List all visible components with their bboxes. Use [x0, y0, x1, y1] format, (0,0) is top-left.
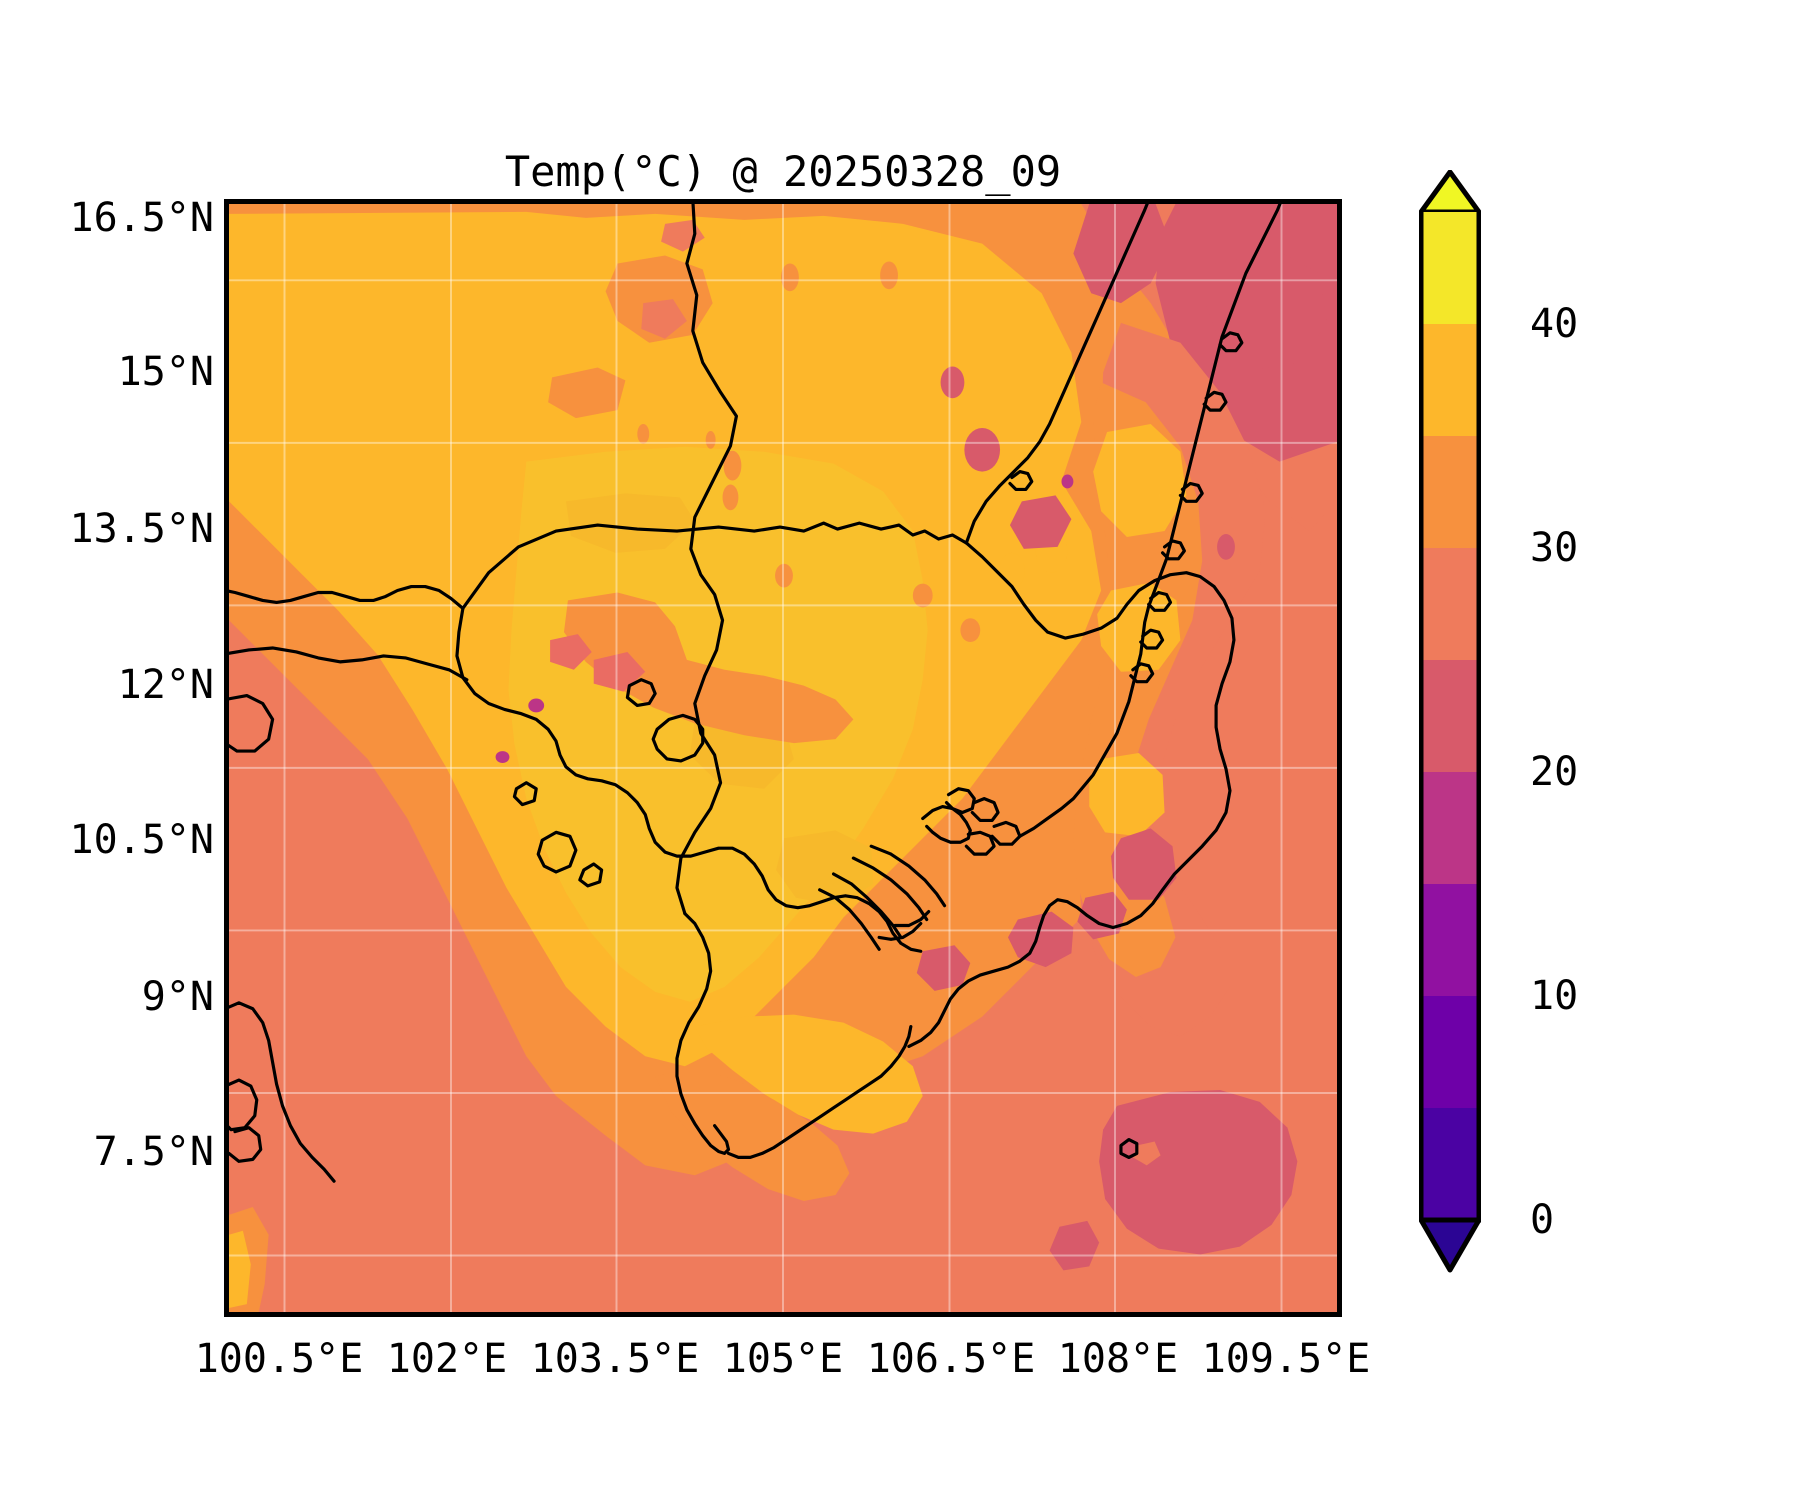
colorbar-over-arrow — [1419, 170, 1481, 215]
xtick-label-0: 100.5°E — [194, 1336, 364, 1382]
colorbar-tick-label-0: 0 — [1530, 1197, 1555, 1243]
ytick-label-2: 13.5°N — [69, 506, 215, 552]
ytick-label-5: 9°N — [141, 974, 214, 1020]
ytick-label-0: 16.5°N — [69, 195, 215, 241]
xtick-label-4: 106.5°E — [866, 1336, 1036, 1382]
ytick-label-1: 15°N — [117, 349, 214, 395]
colorbar-tick-label-20: 20 — [1530, 749, 1579, 795]
xtick-label-6: 109.5°E — [1201, 1336, 1371, 1382]
ytick-label-4: 10.5°N — [69, 817, 215, 863]
xtick-label-1: 102°E — [386, 1336, 508, 1382]
temperature-contour-field — [229, 204, 1337, 1312]
xtick-label-2: 103.5°E — [530, 1336, 700, 1382]
title-line-variable-time: Temp(°C) @ 20250328_09 — [504, 146, 1062, 196]
colorbar[interactable] — [1419, 170, 1481, 1315]
ytick-label-3: 12°N — [117, 662, 214, 708]
map-plot-area — [224, 199, 1342, 1317]
ytick-label-6: 7.5°N — [93, 1129, 214, 1175]
coastline-and-borders — [229, 204, 1282, 1183]
colorbar-tick-label-40: 40 — [1530, 301, 1579, 347]
colorbar-tick-label-10: 10 — [1530, 973, 1579, 1019]
xtick-label-3: 105°E — [722, 1336, 844, 1382]
xtick-label-5: 108°E — [1057, 1336, 1179, 1382]
colorbar-under-arrow — [1419, 1217, 1481, 1273]
colorbar-gradient — [1419, 170, 1481, 1273]
colorbar-tick-label-30: 30 — [1530, 525, 1579, 571]
